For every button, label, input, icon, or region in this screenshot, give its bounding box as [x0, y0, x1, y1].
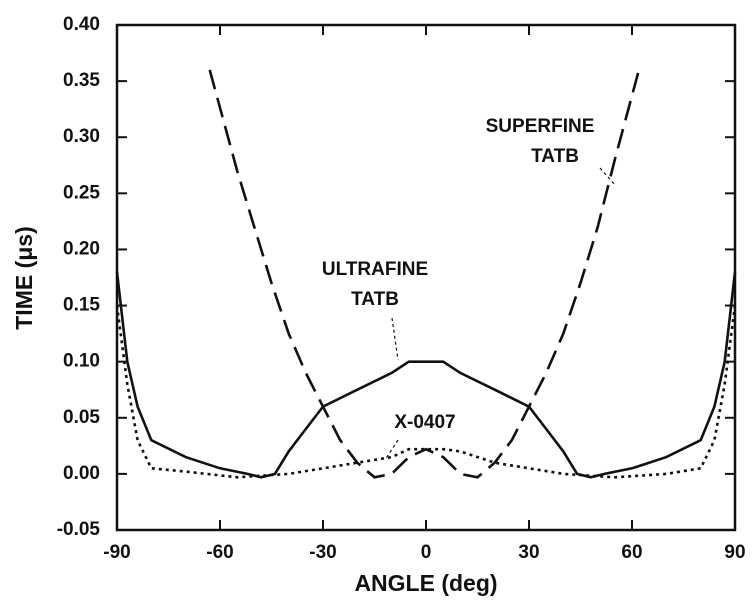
series-label: X-0407 — [394, 412, 455, 433]
series-label: TATB — [351, 289, 399, 310]
series-line — [115, 271, 737, 479]
x-tick-label: 0 — [421, 542, 432, 563]
x-tick-label: 90 — [724, 542, 745, 563]
leader-line — [384, 439, 399, 461]
series-line — [208, 69, 641, 479]
y-axis-label: TIME (μs) — [11, 226, 37, 330]
series-line — [115, 305, 737, 479]
y-tick-label: 0.15 — [63, 295, 100, 316]
series-label: TATB — [531, 146, 579, 167]
x-tick-label: -60 — [206, 542, 233, 563]
x-tick-label: -90 — [103, 542, 130, 563]
y-tick-label: 0.05 — [63, 407, 100, 428]
x-tick-label: -30 — [309, 542, 336, 563]
series-label: ULTRAFINE — [322, 259, 428, 280]
x-tick-label: 60 — [621, 542, 642, 563]
y-tick-label: 0.30 — [63, 126, 100, 147]
y-tick-label: 0.10 — [63, 351, 100, 372]
x-axis-label: ANGLE (deg) — [354, 570, 497, 596]
y-tick-label: 0.20 — [63, 238, 100, 259]
leader-line — [391, 317, 399, 361]
y-tick-label: 0.40 — [63, 14, 100, 35]
leader-line — [599, 167, 616, 186]
y-tick-label: 0.25 — [63, 182, 100, 203]
y-tick-label: 0.35 — [63, 70, 100, 91]
x-tick-label: 30 — [518, 542, 539, 563]
series-label: SUPERFINE — [486, 116, 595, 137]
y-tick-label: -0.05 — [57, 519, 101, 540]
y-tick-label: 0.00 — [63, 463, 100, 484]
